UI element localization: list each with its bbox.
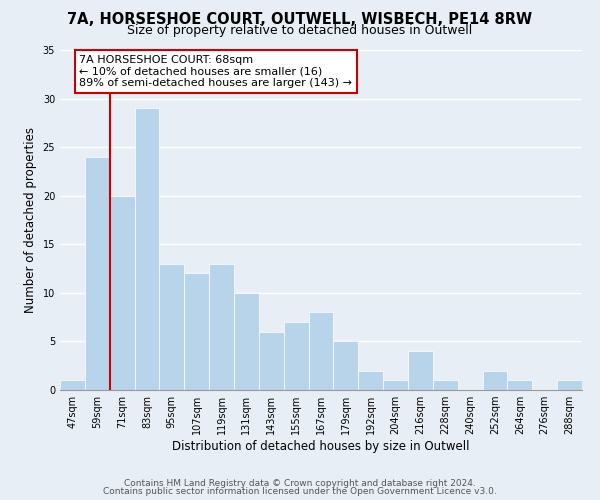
Bar [259, 332, 284, 390]
Bar [134, 108, 160, 390]
Bar [60, 380, 85, 390]
Bar [408, 351, 433, 390]
Text: Size of property relative to detached houses in Outwell: Size of property relative to detached ho… [127, 24, 473, 37]
Bar [234, 293, 259, 390]
Bar [334, 342, 358, 390]
Bar [160, 264, 184, 390]
Text: 7A HORSESHOE COURT: 68sqm
← 10% of detached houses are smaller (16)
89% of semi-: 7A HORSESHOE COURT: 68sqm ← 10% of detac… [79, 55, 352, 88]
Bar [433, 380, 458, 390]
Text: Contains public sector information licensed under the Open Government Licence v3: Contains public sector information licen… [103, 487, 497, 496]
Bar [284, 322, 308, 390]
Bar [482, 370, 508, 390]
Bar [383, 380, 408, 390]
Text: 7A, HORSESHOE COURT, OUTWELL, WISBECH, PE14 8RW: 7A, HORSESHOE COURT, OUTWELL, WISBECH, P… [67, 12, 533, 28]
Bar [557, 380, 582, 390]
Y-axis label: Number of detached properties: Number of detached properties [24, 127, 37, 313]
Bar [358, 370, 383, 390]
Bar [209, 264, 234, 390]
Bar [85, 157, 110, 390]
X-axis label: Distribution of detached houses by size in Outwell: Distribution of detached houses by size … [172, 440, 470, 453]
Bar [110, 196, 134, 390]
Bar [184, 274, 209, 390]
Bar [308, 312, 334, 390]
Text: Contains HM Land Registry data © Crown copyright and database right 2024.: Contains HM Land Registry data © Crown c… [124, 478, 476, 488]
Bar [508, 380, 532, 390]
